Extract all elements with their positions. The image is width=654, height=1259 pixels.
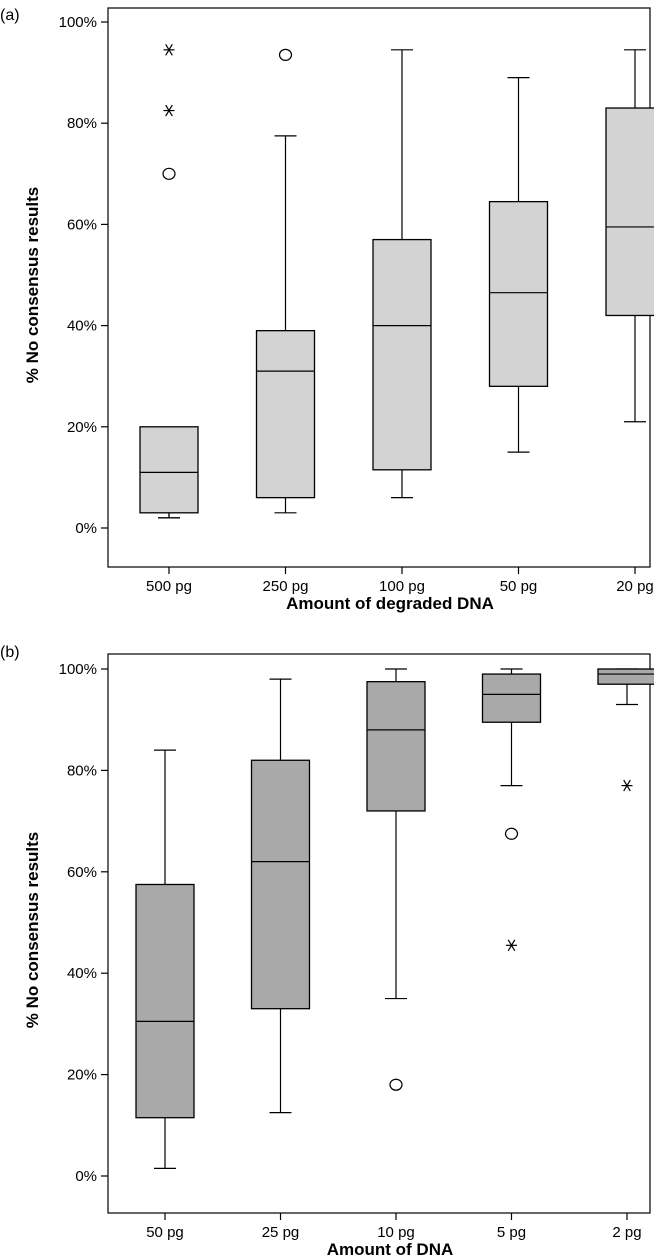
panel-a-extreme-asterisk [163, 104, 175, 117]
panel-a-x-axis-title: Amount of degraded DNA [286, 594, 494, 613]
panel-b-x-tick-label: 10 pg [377, 1224, 415, 1241]
panel-b-box [135, 883, 195, 1119]
panel-a-y-axis-title: % No consensus results [23, 187, 42, 384]
panel-a-asterisk-stroke [165, 104, 173, 117]
panel-b-label: (b) [0, 644, 20, 661]
panel-a-y-tick-label: 100% [59, 14, 97, 31]
panel-b-box [366, 681, 426, 812]
panel-b-y-tick-label: 100% [59, 661, 97, 678]
panel-a-x-tick-label: 50 pg [500, 578, 538, 595]
panel-a-box [255, 330, 316, 499]
panel-b-x-tick-label: 2 pg [612, 1224, 641, 1241]
panel-a-y-tick-label: 20% [67, 419, 97, 436]
panel-a-y-tick-label: 0% [75, 520, 97, 537]
panel-b-extreme-asterisk [506, 939, 517, 952]
panel-b-box [250, 759, 311, 1010]
panel-b-y-tick-label: 60% [67, 864, 97, 881]
panel-a-box [139, 426, 199, 514]
panel-b-box [597, 668, 654, 685]
panel-b-y-tick-label: 40% [67, 965, 97, 982]
panel-b-extreme-asterisk [621, 779, 633, 792]
panel-a-x-tick-label: 100 pg [379, 578, 425, 595]
panel-b-frame [107, 653, 651, 1214]
panel-b-box [481, 673, 542, 723]
panel-b-outlier-circle [504, 827, 519, 840]
panel-a-y-tick-label: 80% [67, 115, 97, 132]
panel-a-x-tick-label: 500 pg [146, 578, 192, 595]
panel-b-asterisk-stroke [507, 939, 516, 952]
panel-b-plot: 0% 20% 40% 60% 80% 100% 50 pg 25 pg 10 pg 5 pg 2 p… [59, 653, 654, 1241]
panel-a-outlier-circle [278, 48, 293, 61]
panel-a-box [488, 200, 549, 387]
panel-a-box [372, 238, 432, 471]
panel-a-asterisk-stroke [165, 44, 173, 56]
panel-b-y-axis-title: % No consensus results [23, 832, 42, 1029]
panel-b-y-tick-label: 0% [75, 1168, 97, 1185]
panel-a-x-tick-label: 20 pg [616, 578, 654, 595]
panel-b-x-tick-label: 5 pg [497, 1224, 526, 1241]
panel-a-label: (a) [0, 7, 20, 24]
panel-b-y-tick-label: 20% [67, 1067, 97, 1084]
panel-b-asterisk-stroke [623, 779, 631, 792]
panel-b-outlier-circle [389, 1078, 403, 1091]
panel-a-x-tick-label: 250 pg [263, 578, 309, 595]
panel-a-box [605, 107, 654, 317]
panel-a-y-tick-label: 40% [67, 318, 97, 335]
panel-a-outlier-circle [162, 167, 176, 180]
panel-b-x-tick-label: 50 pg [146, 1224, 184, 1241]
panel-b-x-axis-title: Amount of DNA [327, 1240, 454, 1259]
panel-b-y-tick-label: 80% [67, 762, 97, 779]
panel-b-x-tick-label: 25 pg [262, 1224, 300, 1241]
panel-a-extreme-asterisk [163, 44, 175, 56]
panel-a-y-tick-label: 60% [67, 216, 97, 233]
panel-a-plot: 0% 20% 40% 60% 80% 100% 500 pg 250 pg 100 pg 50 p… [59, 7, 654, 595]
